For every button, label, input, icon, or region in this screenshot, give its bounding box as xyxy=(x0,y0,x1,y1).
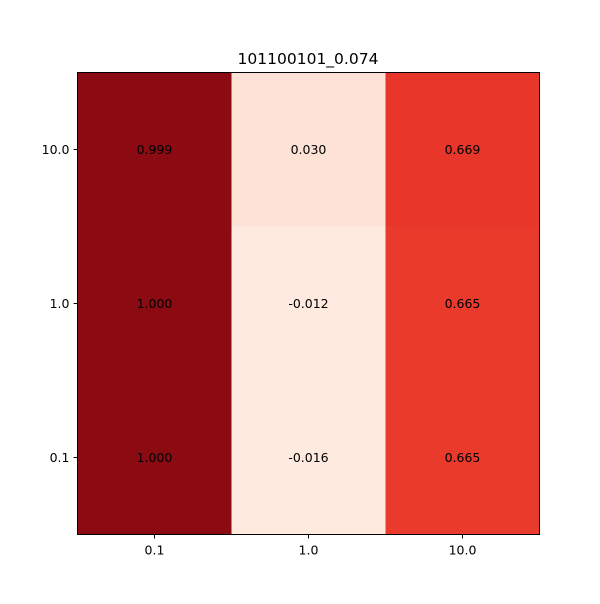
cell-value-label: 0.669 xyxy=(445,142,481,157)
x-tick-label: 10.0 xyxy=(449,543,477,558)
heatmap-cell xyxy=(77,380,232,535)
cell-value-label: 0.999 xyxy=(137,142,173,157)
heatmap-cell xyxy=(77,226,232,381)
heatmap-cell xyxy=(385,226,540,381)
cell-value-label: -0.016 xyxy=(288,450,328,465)
x-tick-label: 1.0 xyxy=(299,543,319,558)
x-tick-label: 0.1 xyxy=(145,543,165,558)
heatmap-cell xyxy=(231,226,386,381)
y-axis: 10.0 1.0 0.1 xyxy=(42,142,78,465)
y-tick-label: 0.1 xyxy=(50,450,70,465)
cell-value-labels: 0.999 0.030 0.669 1.000 -0.012 0.665 1.000 -0.0… xyxy=(137,142,481,465)
chart-title: 101100101_0.074 xyxy=(238,50,379,69)
y-tick-label: 10.0 xyxy=(42,142,70,157)
y-tick-label: 1.0 xyxy=(50,296,70,311)
heatmap-cell xyxy=(231,72,386,227)
cell-value-label: 0.030 xyxy=(291,142,327,157)
heatmap-cell xyxy=(77,72,232,227)
plot-frame xyxy=(77,72,540,535)
cell-value-label: 1.000 xyxy=(137,450,173,465)
heatmap-cell xyxy=(231,380,386,535)
x-axis: 0.1 1.0 10.0 xyxy=(145,534,477,558)
cell-value-label: 1.000 xyxy=(137,296,173,311)
heatmap-cells xyxy=(77,72,540,535)
cell-value-label: 0.665 xyxy=(445,450,481,465)
heatmap-cell xyxy=(385,72,540,227)
heatmap-cell xyxy=(385,380,540,535)
cell-value-label: 0.665 xyxy=(445,296,481,311)
cell-value-label: -0.012 xyxy=(288,296,328,311)
